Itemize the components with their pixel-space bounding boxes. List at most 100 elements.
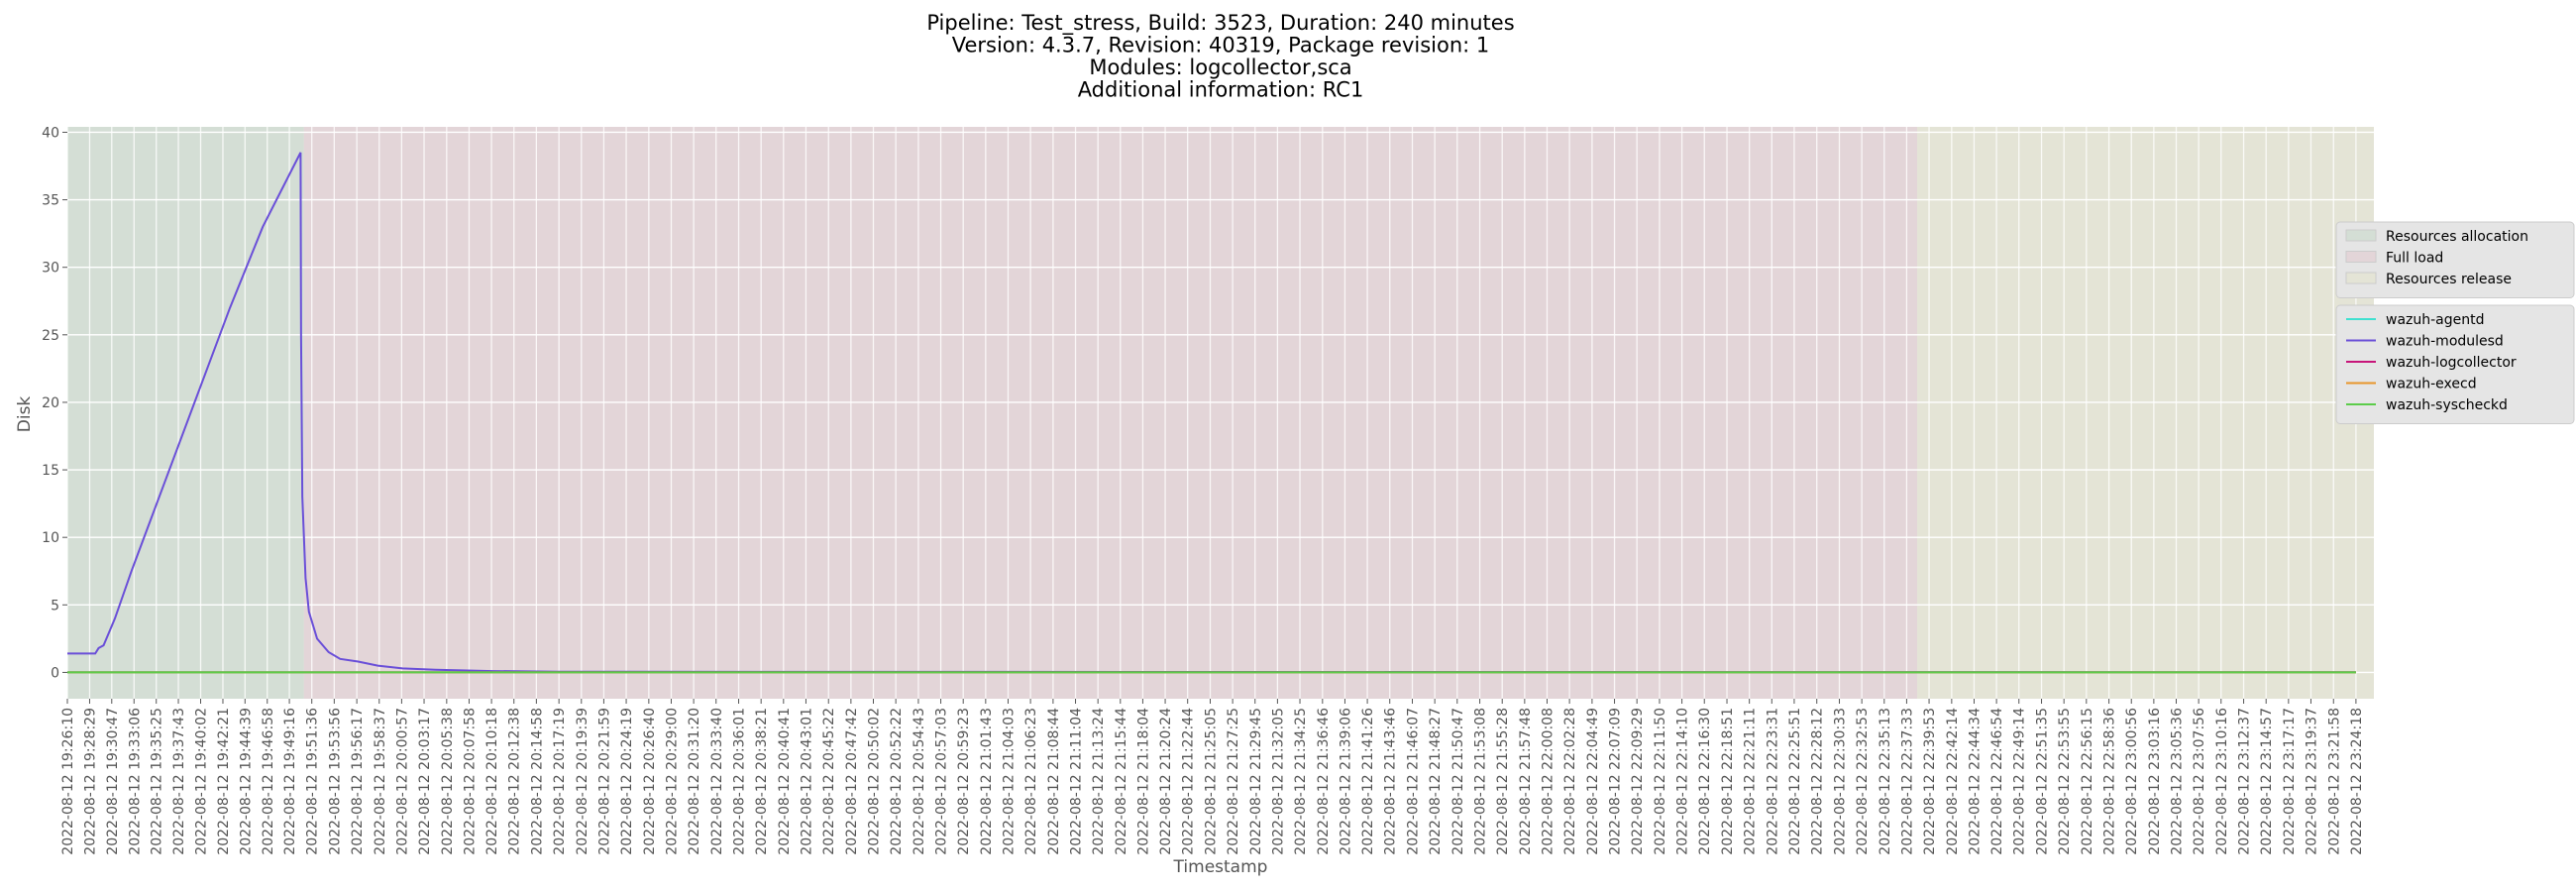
x-tick-label: 2022-08-12 20:57:03: [934, 708, 950, 855]
legend-label: wazuh-modulesd: [2386, 334, 2504, 350]
x-tick-label: 2022-08-12 23:05:36: [2170, 708, 2186, 855]
x-tick-label: 2022-08-12 20:24:19: [619, 708, 635, 855]
y-tick-label: 30: [42, 261, 59, 277]
x-tick-label: 2022-08-12 20:50:02: [867, 708, 883, 855]
x-tick-label: 2022-08-12 21:50:47: [1450, 708, 1466, 855]
x-tick-label: 2022-08-12 21:29:45: [1248, 708, 1264, 855]
legend-label: Full load: [2386, 251, 2443, 267]
legend: Resources allocation Full load Resources r…: [2335, 221, 2575, 424]
x-tick-label: 2022-08-12 20:31:20: [687, 708, 702, 855]
axes: 0 5 10 15 20 25 30 35 40 2022-08-12 19:26:10 2022-…: [42, 125, 2365, 854]
x-tick-label: 2022-08-12 20:36:01: [732, 708, 748, 855]
x-tick-label: 2022-08-12 19:26:10: [60, 708, 76, 855]
x-tick-label: 2022-08-12 19:30:47: [105, 708, 121, 855]
x-tick-label: 2022-08-12 20:14:58: [529, 708, 545, 855]
x-tick-label: 2022-08-12 20:03:17: [417, 708, 433, 855]
x-tick-label: 2022-08-12 20:38:21: [754, 708, 770, 855]
x-tick-label: 2022-08-12 19:51:36: [305, 708, 321, 855]
x-tick-label: 2022-08-12 23:24:18: [2349, 708, 2365, 855]
legend-label: wazuh-agentd: [2386, 312, 2485, 328]
chart-title: Modules: logcollector,sca: [1089, 56, 1351, 79]
x-tick-label: 2022-08-12 20:43:01: [799, 708, 814, 855]
chart-title: Additional information: RC1: [1078, 78, 1364, 102]
x-tick-label: 2022-08-12 22:56:15: [2080, 708, 2095, 855]
legend-label: wazuh-logcollector: [2386, 355, 2517, 371]
x-tick-label: 2022-08-12 22:35:13: [1878, 708, 1893, 855]
x-tick-label: 2022-08-12 20:21:59: [596, 708, 612, 855]
x-tick-label: 2022-08-12 22:49:14: [2012, 708, 2028, 855]
regions: [67, 127, 2374, 699]
x-tick-label: 2022-08-12 20:10:18: [484, 708, 500, 855]
x-tick-label: 2022-08-12 22:39:53: [1922, 708, 1938, 855]
legend-swatch: [2345, 272, 2377, 284]
x-tick-label: 2022-08-12 22:11:50: [1653, 708, 1668, 855]
x-tick-label: 2022-08-12 21:27:25: [1226, 708, 1241, 855]
x-tick-label: 2022-08-12 19:58:37: [373, 708, 388, 855]
x-tick-label: 2022-08-12 23:17:17: [2282, 708, 2298, 855]
y-tick-label: 40: [42, 125, 59, 141]
x-tick-label: 2022-08-12 21:36:46: [1316, 708, 1332, 855]
legend-box: [2335, 221, 2575, 298]
x-tick-label: 2022-08-12 23:07:56: [2192, 708, 2207, 855]
legend-swatch: [2345, 229, 2377, 242]
y-tick-label: 0: [51, 665, 59, 681]
x-tick-label: 2022-08-12 20:12:38: [507, 708, 523, 855]
x-tick-label: 2022-08-12 22:04:49: [1585, 708, 1601, 855]
x-tick-label: 2022-08-12 19:46:58: [261, 708, 276, 855]
legend-label: wazuh-syscheckd: [2386, 397, 2508, 413]
x-tick-label: 2022-08-12 21:48:27: [1428, 708, 1444, 855]
x-tick-label: 2022-08-12 22:25:51: [1787, 708, 1803, 855]
x-tick-label: 2022-08-12 19:37:43: [171, 708, 187, 855]
x-tick-label: 2022-08-12 21:08:44: [1046, 708, 1062, 855]
x-tick-label: 2022-08-12 23:21:58: [2326, 708, 2342, 855]
x-tick-label: 2022-08-12 20:54:43: [912, 708, 927, 855]
x-tick-label: 2022-08-12 23:03:16: [2147, 708, 2163, 855]
x-tick-label: 2022-08-12 22:46:54: [1989, 708, 2005, 855]
y-tick-label: 5: [51, 598, 59, 613]
x-tick-label: 2022-08-12 21:04:03: [1001, 708, 1017, 855]
chart-title: Pipeline: Test_stress, Build: 3523, Dura…: [926, 11, 1514, 36]
x-tick-label: 2022-08-12 22:44:34: [1967, 708, 1983, 855]
grid: [66, 127, 2374, 699]
x-tick-label: 2022-08-12 20:19:39: [575, 708, 590, 855]
phase-region: [67, 127, 304, 699]
x-tick-label: 2022-08-12 22:53:55: [2057, 708, 2073, 855]
x-tick-label: 2022-08-12 22:16:30: [1697, 708, 1713, 855]
x-tick-label: 2022-08-12 19:28:29: [82, 708, 98, 855]
x-tick-label: 2022-08-12 20:07:58: [462, 708, 478, 855]
legend-label: Resources release: [2386, 272, 2512, 287]
x-tick-label: 2022-08-12 21:34:25: [1293, 708, 1309, 855]
series-line: [67, 152, 2356, 674]
x-tick-label: 2022-08-12 22:09:29: [1630, 708, 1646, 855]
legend-swatch: [2345, 251, 2377, 263]
x-tick-label: 2022-08-12 20:40:41: [777, 708, 793, 855]
x-tick-label: 2022-08-12 21:06:23: [1023, 708, 1039, 855]
x-tick-label: 2022-08-12 20:52:22: [889, 708, 905, 855]
x-tick-label: 2022-08-12 23:14:57: [2259, 708, 2275, 855]
x-tick-label: 2022-08-12 19:40:02: [194, 708, 210, 855]
x-tick-label: 2022-08-12 22:21:11: [1743, 708, 1759, 855]
x-tick-label: 2022-08-12 22:42:14: [1945, 708, 1961, 855]
x-tick-label: 2022-08-12 20:33:40: [709, 708, 725, 855]
y-tick-label: 15: [42, 463, 59, 479]
x-tick-label: 2022-08-12 21:41:26: [1360, 708, 1376, 855]
x-tick-label: 2022-08-12 21:20:24: [1158, 708, 1174, 855]
x-tick-label: 2022-08-12 19:33:06: [127, 708, 143, 855]
x-tick-label: 2022-08-12 21:43:46: [1383, 708, 1399, 855]
x-tick-label: 2022-08-12 21:53:08: [1473, 708, 1489, 855]
x-tick-label: 2022-08-12 21:11:04: [1069, 708, 1085, 855]
x-tick-label: 2022-08-12 22:14:10: [1675, 708, 1691, 855]
x-axis-label: Timestamp: [1173, 857, 1268, 877]
x-tick-label: 2022-08-12 21:22:44: [1181, 708, 1197, 855]
y-axis-label: Disk: [15, 396, 35, 433]
x-tick-label: 2022-08-12 20:47:42: [844, 708, 860, 855]
legend-label: wazuh-execd: [2386, 377, 2477, 392]
x-tick-label: 2022-08-12 19:53:56: [327, 708, 343, 855]
x-tick-label: 2022-08-12 19:44:39: [238, 708, 254, 855]
y-tick-label: 25: [42, 328, 59, 344]
y-tick-label: 10: [42, 530, 59, 546]
x-tick-label: 2022-08-12 19:42:21: [216, 708, 232, 855]
x-tick-label: 2022-08-12 22:51:35: [2035, 708, 2051, 855]
